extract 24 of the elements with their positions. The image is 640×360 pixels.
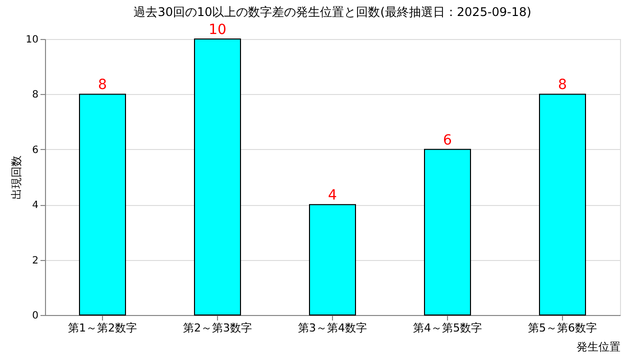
x-tick-label: 第1～第2数字 [68,322,137,334]
x-tick-label: 第4～第5数字 [413,322,482,334]
bar [424,148,471,316]
x-tick-label: 第2～第3数字 [183,322,252,334]
y-tick-label: 8 [32,90,38,101]
y-tick-label: 4 [32,200,38,212]
bar [539,94,586,316]
chart-title: 過去30回の10以上の数字差の発生位置と回数(最終抽選日：2025-09-18) [134,5,532,19]
x-tick-label: 第3～第4数字 [298,322,367,334]
data-label: 10 [208,22,226,38]
bar [309,204,356,316]
y-axis-title: 出現回数 [10,156,23,200]
data-label: 8 [558,77,567,94]
bar [194,38,241,316]
x-tick-label: 第5～第6数字 [528,322,597,334]
y-tick-label: 10 [26,34,38,46]
data-label: 8 [98,77,107,94]
y-tick-label: 6 [32,144,38,156]
data-label: 4 [328,188,338,204]
data-label: 6 [443,132,452,148]
y-tick-label: 2 [32,255,38,266]
y-tick-label: 0 [32,310,38,322]
x-axis-title: 発生位置 [576,340,620,354]
bar [79,94,126,316]
